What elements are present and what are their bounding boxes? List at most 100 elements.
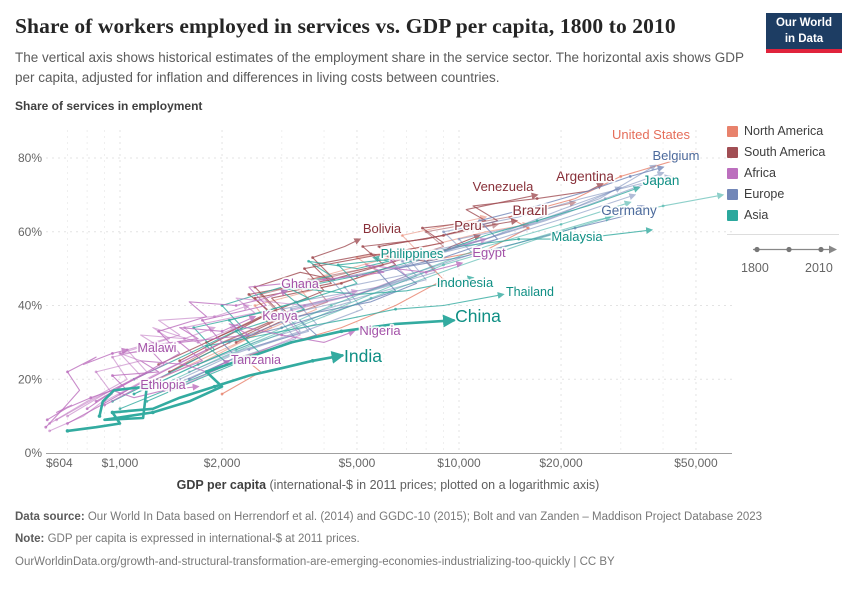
timeline-handle[interactable] [818,246,824,253]
country-line-china[interactable] [98,314,456,422]
legend-label: Asia [744,208,769,222]
timeline-slider[interactable] [727,243,845,256]
legend-item-north-america[interactable]: North America [727,124,845,138]
timeline-handle[interactable] [754,246,760,253]
data-point [303,304,306,307]
data-point [125,348,129,352]
country-line-indonesia[interactable] [112,275,475,402]
data-point [111,374,114,377]
data-point [303,267,306,271]
country-line-africa-6[interactable] [49,326,216,424]
country-label-thailand[interactable]: Thailand [506,285,554,299]
data-point [369,296,373,300]
data-point [85,407,89,411]
country-line-india[interactable] [67,350,345,433]
country-label-halo: Japan [643,173,680,188]
country-label-united-states[interactable]: United States [612,127,691,142]
country-label-bolivia[interactable]: Bolivia [363,221,402,236]
legend-swatch-north-america [727,125,738,137]
country-line-belgium[interactable] [188,165,665,380]
country-line-southamerica-1[interactable] [169,222,500,373]
legend-item-africa[interactable]: Africa [727,166,845,180]
data-point [339,329,344,334]
country-line-africa-4[interactable] [104,288,359,402]
country-line-japan[interactable] [146,186,641,402]
country-label-kenya[interactable]: Kenya [262,309,297,323]
country-line-europe-4[interactable] [179,186,623,380]
country-label-tanzania[interactable]: Tanzania [231,353,281,367]
data-point [66,370,69,374]
owid-logo[interactable]: Our World in Data [766,13,842,53]
data-point [111,352,114,355]
x-tick-label: $604 [46,456,73,470]
data-source-label: Data source: [15,511,85,523]
country-line-malawi[interactable] [45,347,129,428]
country-label-germany[interactable]: Germany [601,203,657,218]
data-point [145,384,149,389]
country-label-japan[interactable]: Japan [643,173,680,188]
data-point [369,252,373,256]
country-label-philippines[interactable]: Philippines [381,246,444,261]
legend-item-europe[interactable]: Europe [727,187,845,201]
country-label-ghana[interactable]: Ghana [281,277,319,291]
timeline-end-year[interactable]: 2010 [805,261,833,275]
country-label-malaysia[interactable]: Malaysia [551,229,603,244]
country-line-northamerica-2[interactable] [197,214,488,365]
country-line-europe-3[interactable] [248,164,657,351]
country-label-ethiopia[interactable]: Ethiopia [140,378,185,392]
country-label-peru[interactable]: Peru [454,218,481,233]
data-point [628,175,632,178]
data-point [183,337,186,341]
timeline-start-year[interactable]: 1800 [741,261,769,275]
legend-swatch-south-america [727,146,738,158]
country-label-india[interactable]: India [344,346,382,366]
country-label-halo: China [455,306,501,326]
country-line-africa-3[interactable] [56,326,238,421]
data-point [253,304,257,307]
country-label-brazil[interactable]: Brazil [512,202,547,218]
country-label-venezuela[interactable]: Venezuela [473,179,534,194]
country-label-halo: Nigeria [359,323,401,338]
data-point [478,219,481,223]
data-point [212,384,217,389]
citation-url[interactable]: OurWorldinData.org/growth-and-structural… [15,555,571,568]
data-point [45,418,49,422]
x-tick-label: $50,000 [674,456,718,470]
data-point [97,414,102,418]
country-line-nigeria[interactable] [104,323,356,406]
country-line-asia-1[interactable] [235,192,725,351]
country-line-bolivia[interactable] [179,238,362,362]
country-line-united-states[interactable] [221,150,699,395]
country-label-egypt[interactable]: Egypt [472,245,506,260]
data-point [220,392,224,396]
data-point [204,370,209,374]
legend-item-asia[interactable]: Asia [727,208,845,222]
country-label-belgium[interactable]: Belgium [653,148,700,163]
data-point [340,281,343,285]
x-tick-label: $20,000 [539,456,583,470]
data-point [94,370,98,374]
country-line-asia-2[interactable] [133,200,632,395]
note-line: Note: GDP per capita is expressed in int… [15,531,830,548]
country-label-indonesia[interactable]: Indonesia [437,275,494,290]
country-label-nigeria[interactable]: Nigeria [359,323,401,338]
country-label-halo: India [344,346,382,366]
country-label-halo: Indonesia [437,275,494,290]
legend-swatch-asia [727,209,738,221]
data-point [311,256,315,259]
data-point [424,270,428,274]
country-label-malawi[interactable]: Malawi [138,341,177,355]
country-label-china[interactable]: China [455,306,501,326]
country-line-tanzania[interactable] [67,360,231,424]
data-point [415,252,419,256]
country-label-argentina[interactable]: Argentina [556,169,614,184]
legend-divider [727,234,839,235]
country-line-brazil[interactable] [158,218,519,365]
data-point [280,333,284,337]
legend-item-south-america[interactable]: South America [727,145,845,159]
country-label-halo: Argentina [556,169,614,184]
data-point [111,355,114,359]
timeline-handle[interactable] [786,246,792,253]
data-source-line: Data source: Our World In Data based on … [15,509,830,526]
